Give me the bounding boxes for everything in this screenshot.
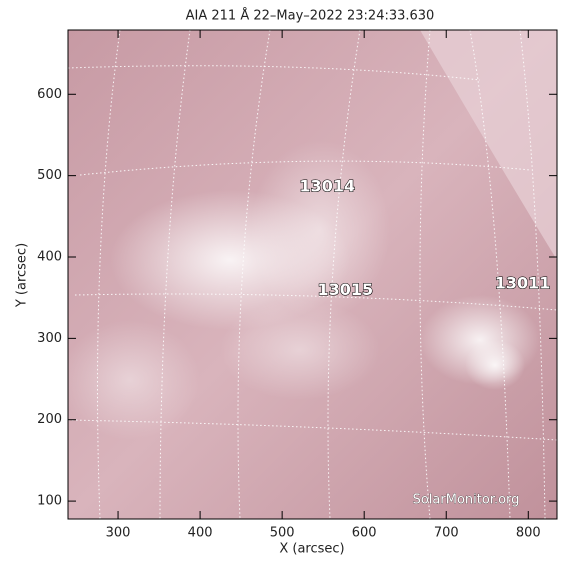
x-tick-label: 600 <box>352 526 377 541</box>
chart-title: AIA 211 Å 22–May–2022 23:24:33.630 <box>186 8 435 24</box>
region-label: 13011 <box>495 273 551 292</box>
y-tick-label: 500 <box>37 168 62 183</box>
x-tick-label: 500 <box>270 526 295 541</box>
y-axis-label: Y (arcsec) <box>15 243 30 308</box>
y-tick-label: 400 <box>37 250 62 265</box>
region-label: 13015 <box>317 280 373 299</box>
x-tick-label: 800 <box>516 526 541 541</box>
solar-image <box>68 30 557 519</box>
watermark: SolarMonitor.org <box>413 493 520 508</box>
region-label: 13014 <box>299 177 355 196</box>
plot-frame <box>67 29 558 520</box>
x-tick-label: 700 <box>434 526 459 541</box>
y-tick-label: 100 <box>37 494 62 509</box>
x-axis-label: X (arcsec) <box>279 542 344 557</box>
y-tick-label: 600 <box>37 87 62 102</box>
y-tick-label: 300 <box>37 331 62 346</box>
y-tick-label: 200 <box>37 412 62 427</box>
x-tick-label: 300 <box>106 526 131 541</box>
x-tick-label: 400 <box>188 526 213 541</box>
